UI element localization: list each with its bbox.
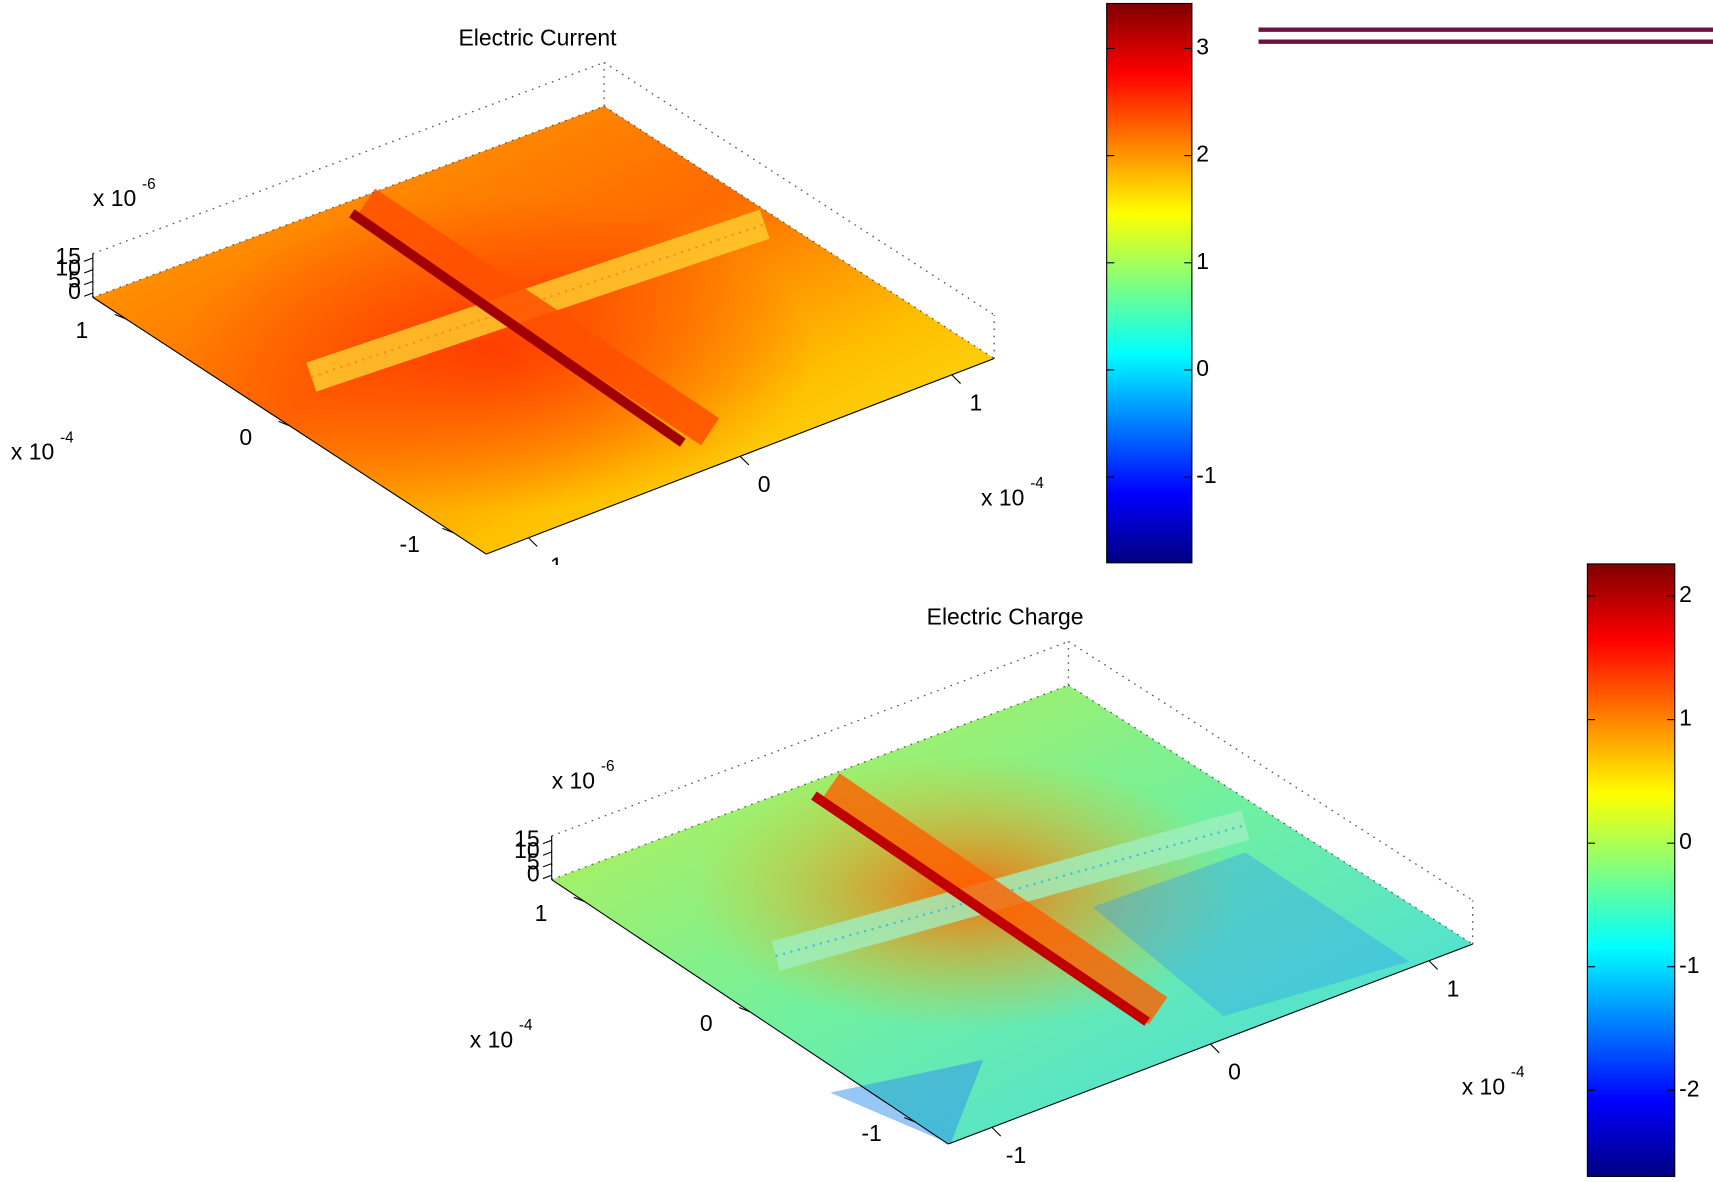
x-tick-label: 1	[1447, 975, 1460, 1001]
y-tick-label: -1	[399, 531, 419, 557]
z-tick	[84, 293, 93, 296]
x-tick-label: 1	[969, 389, 982, 415]
colorbar-tick-label: -1	[1679, 952, 1699, 978]
z-scale-base: x 10	[93, 185, 136, 211]
x-scale-base: x 10	[981, 485, 1024, 511]
z-tick-label: 15	[55, 243, 81, 269]
z-tick	[84, 270, 93, 273]
colorbar-tick-label: 1	[1196, 248, 1209, 274]
colorbar-tick-label: -2	[1679, 1075, 1699, 1101]
colorbar-tick-label: 1	[1679, 705, 1692, 731]
y-scale-exponent: -4	[519, 1017, 533, 1034]
y-tick-label: 0	[700, 1010, 713, 1036]
plot-title: Electric Charge	[927, 604, 1084, 630]
z-tick	[543, 852, 552, 855]
colorbar-tick-label: 2	[1196, 141, 1209, 167]
decoration	[1259, 30, 1713, 42]
x-tick-label: -1	[542, 552, 562, 578]
x-tick	[528, 538, 537, 547]
z-tick	[543, 875, 552, 878]
surface	[93, 106, 994, 554]
y-tick-label: -1	[861, 1120, 881, 1146]
colorbar	[1587, 564, 1674, 1177]
x-scale-exponent: -4	[1511, 1064, 1525, 1081]
x-tick-label: 0	[1228, 1059, 1241, 1085]
plot-title: Electric Current	[458, 25, 617, 51]
x-tick	[740, 456, 749, 465]
colorbar-tick-label: 0	[1196, 355, 1209, 381]
y-scale-base: x 10	[470, 1026, 513, 1052]
z-tick	[543, 840, 552, 843]
x-tick	[1210, 1044, 1219, 1053]
z-scale-base: x 10	[552, 767, 595, 793]
x-tick	[952, 375, 961, 384]
z-scale-exponent: -6	[601, 758, 615, 775]
figure: Electric Current-101-101051015x 10-4x 10…	[0, 0, 1713, 1177]
colorbar-tick-label: 2	[1679, 581, 1692, 607]
x-tick	[1429, 961, 1438, 970]
y-tick-label: 1	[76, 317, 89, 343]
z-tick	[84, 281, 93, 284]
colorbar	[1107, 3, 1192, 562]
colorbar-tick-label: 3	[1196, 34, 1209, 60]
y-tick-label: 0	[239, 424, 252, 450]
x-scale-base: x 10	[1462, 1073, 1505, 1099]
y-scale-base: x 10	[11, 439, 54, 465]
colorbar-tick-label: -1	[1196, 462, 1216, 488]
z-tick	[543, 864, 552, 867]
x-tick	[992, 1127, 1001, 1136]
x-tick-label: -1	[1006, 1142, 1026, 1168]
z-tick-label: 15	[514, 825, 540, 851]
x-scale-exponent: -4	[1030, 475, 1044, 492]
y-tick-label: 1	[535, 900, 548, 926]
z-scale-exponent: -6	[142, 176, 156, 193]
y-scale-exponent: -4	[60, 429, 74, 446]
z-tick	[84, 258, 93, 261]
x-tick-label: 0	[758, 471, 771, 497]
colorbar-tick-label: 0	[1679, 828, 1692, 854]
surface	[552, 685, 1473, 1144]
